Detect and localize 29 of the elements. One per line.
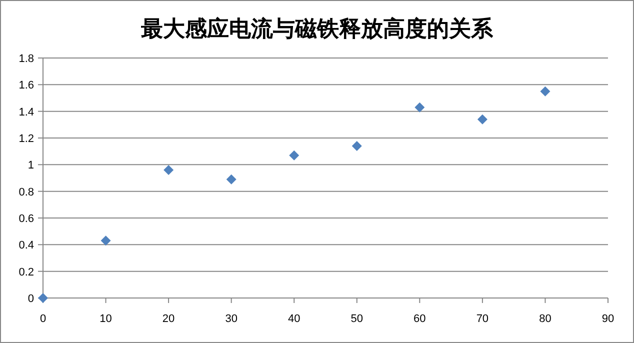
- point: [226, 174, 236, 184]
- x-tick-label: 70: [476, 313, 489, 325]
- x-tick-label: 10: [100, 313, 112, 325]
- y-tick-label: 0.4: [18, 240, 34, 252]
- y-tick-label: 1.6: [18, 80, 34, 92]
- point: [477, 114, 488, 124]
- point: [352, 141, 362, 151]
- x-tick-label: 90: [602, 313, 614, 325]
- y-tick-label: 1.4: [18, 106, 34, 118]
- chart-title: 最大感应电流与磁铁释放高度的关系: [140, 16, 494, 42]
- x-tick-label: 20: [162, 313, 175, 325]
- x-tick-label: 0: [40, 313, 46, 325]
- x-tick-label: 60: [414, 313, 426, 325]
- y-tick-label: 0.8: [18, 186, 34, 198]
- y-tick-label: 0.6: [18, 213, 34, 225]
- point: [164, 165, 174, 175]
- x-tick-label: 50: [350, 313, 364, 325]
- point: [100, 236, 111, 246]
- x-tick-label: 80: [539, 313, 552, 325]
- y-tick-label: 1.2: [18, 133, 34, 145]
- point: [540, 86, 550, 96]
- y-tick-label: 1: [28, 160, 34, 172]
- point: [414, 102, 425, 112]
- y-tick-label: 1.8: [18, 53, 34, 65]
- y-tick-label: 0.2: [18, 266, 34, 278]
- point: [289, 150, 300, 160]
- x-tick-label: 30: [225, 313, 238, 325]
- y-tick-label: 0: [28, 293, 34, 305]
- x-tick-label: 40: [288, 313, 300, 325]
